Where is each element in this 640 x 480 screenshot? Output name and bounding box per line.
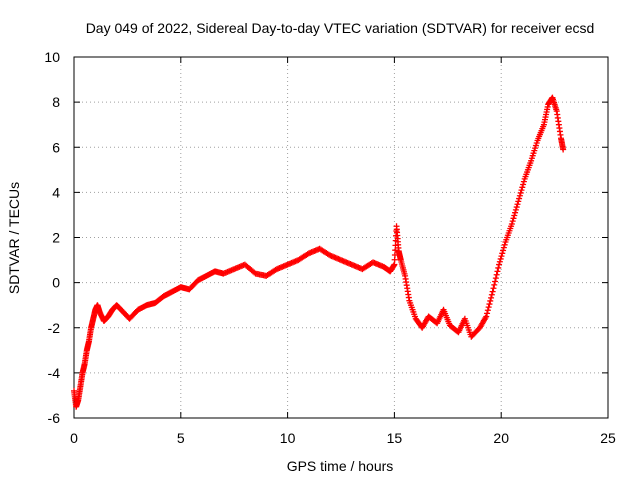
data-point (499, 250, 506, 257)
y-tick-label: 2 (52, 230, 60, 246)
x-tick-label: 0 (70, 430, 78, 446)
data-point (508, 220, 515, 227)
x-tick-label: 20 (493, 430, 509, 446)
data-point (560, 146, 567, 153)
data-point (487, 297, 494, 304)
data-point (516, 192, 523, 199)
chart-title: Day 049 of 2022, Sidereal Day-to-day VTE… (86, 20, 595, 36)
data-point (517, 189, 524, 196)
grid (74, 57, 608, 418)
data-point (483, 313, 490, 320)
data-point (498, 253, 505, 260)
data-point (490, 285, 497, 292)
data-point (489, 288, 496, 295)
data-point (492, 275, 499, 282)
data-point (514, 201, 521, 208)
data-point (497, 255, 504, 262)
data-point (495, 264, 502, 271)
data-point (511, 212, 518, 219)
data-point (494, 268, 501, 275)
data-point (484, 310, 491, 317)
data-point (516, 195, 523, 202)
x-tick-label: 15 (387, 430, 403, 446)
y-axis-label: SDTVAR / TECUs (6, 182, 22, 294)
y-tick-label: -4 (48, 365, 61, 381)
data-point (519, 184, 526, 191)
data-point (512, 209, 519, 216)
data-point (500, 247, 507, 254)
y-tick-label: 0 (52, 275, 60, 291)
data-point (488, 294, 495, 301)
data-point (500, 244, 507, 251)
data-series (71, 94, 567, 410)
y-tick-label: 8 (52, 94, 60, 110)
series-sdtvar (71, 94, 567, 410)
x-tick-label: 10 (280, 430, 296, 446)
data-point (509, 218, 516, 225)
x-axis-label: GPS time / hours (287, 458, 394, 474)
data-point (485, 304, 492, 311)
data-point (513, 204, 520, 211)
data-point (488, 291, 495, 298)
y-tick-label: -6 (48, 410, 61, 426)
y-tick-label: 10 (44, 49, 60, 65)
data-point (491, 281, 498, 288)
data-point (520, 178, 527, 185)
data-point (518, 187, 525, 194)
data-point (510, 215, 517, 222)
data-point (501, 241, 508, 248)
data-point (496, 258, 503, 265)
axis-ticks: 0 5 10 15 20 25 -6 -4 -2 0 2 4 6 8 10 (44, 49, 616, 446)
x-tick-label: 5 (177, 430, 185, 446)
y-tick-label: 4 (52, 184, 60, 200)
x-tick-label: 25 (600, 430, 616, 446)
data-point (496, 261, 503, 268)
data-point (492, 278, 499, 285)
y-tick-label: 6 (52, 139, 60, 155)
data-point (520, 181, 527, 188)
data-point (515, 198, 522, 205)
y-tick-label: -2 (48, 320, 61, 336)
data-point (484, 307, 491, 314)
data-point (512, 206, 519, 213)
data-point (493, 271, 500, 278)
data-point (486, 301, 493, 308)
